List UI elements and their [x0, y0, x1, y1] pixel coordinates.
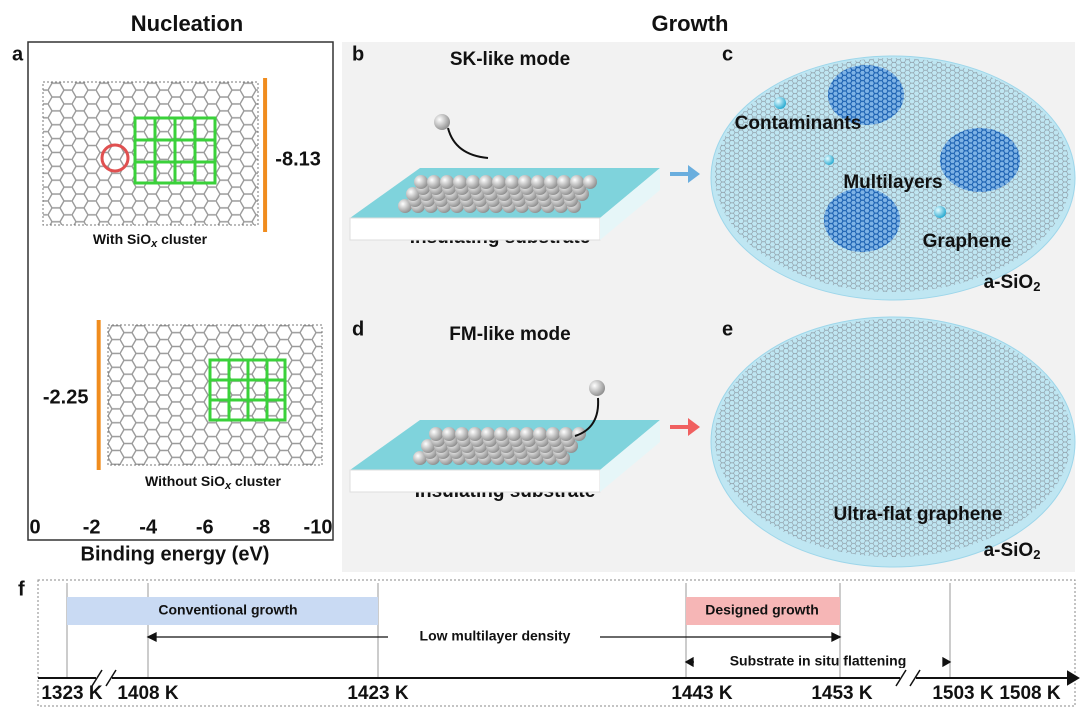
multilayer — [824, 188, 900, 252]
sio-cluster — [100, 143, 130, 173]
annotation: Contaminants — [735, 113, 862, 134]
multilayer — [828, 65, 904, 125]
atom — [559, 427, 573, 441]
atom — [494, 427, 508, 441]
panel-frame — [37, 579, 1076, 707]
atom — [492, 175, 506, 189]
header: Nucleation — [131, 11, 243, 36]
x-tick-label: -2 — [83, 516, 101, 538]
span-arrows — [146, 631, 952, 668]
atom — [570, 175, 584, 189]
atom — [481, 427, 495, 441]
atom — [455, 427, 469, 441]
atom — [505, 175, 519, 189]
range-label: Designed growth — [705, 602, 819, 618]
contaminant — [774, 97, 786, 109]
atom — [583, 175, 597, 189]
panel-label: f — [18, 578, 25, 600]
timeline-tick-label: 1423 K — [347, 683, 409, 704]
atom — [453, 175, 467, 189]
atom — [440, 175, 454, 189]
contaminant — [824, 155, 834, 165]
atom — [429, 427, 443, 441]
substrate — [600, 420, 660, 492]
arrow — [670, 418, 700, 436]
lattice — [42, 81, 259, 226]
span-label: Low multilayer density — [420, 628, 571, 644]
annotation: Multilayers — [843, 172, 942, 193]
header: Growth — [652, 11, 729, 36]
atom-path — [574, 397, 600, 437]
panel-label: c — [722, 43, 733, 65]
atom — [479, 175, 493, 189]
atom — [544, 175, 558, 189]
atom — [468, 427, 482, 441]
atom — [533, 427, 547, 441]
atom — [466, 175, 480, 189]
multilayer — [940, 128, 1020, 192]
timeline-tick-label: 1508 K — [999, 683, 1061, 704]
timeline-tick-label: 1323 K — [41, 683, 103, 704]
annotation: a-SiO2 — [984, 272, 1041, 294]
x-tick-label: -6 — [196, 516, 214, 538]
span-label: Substrate in situ flattening — [730, 653, 907, 669]
panel-label: d — [352, 318, 364, 340]
annotation: Graphene — [923, 231, 1012, 252]
axis-label: Binding energy (eV) — [81, 543, 270, 565]
precursor — [434, 114, 450, 130]
range-bar — [67, 597, 378, 625]
substrate — [600, 168, 660, 240]
cluster — [208, 358, 287, 422]
axis-break — [91, 668, 921, 688]
panel-title: FM-like mode — [449, 324, 570, 345]
atom — [442, 427, 456, 441]
atom — [518, 175, 532, 189]
timeline-tick-label: 1453 K — [811, 683, 873, 704]
atom — [531, 175, 545, 189]
substrate — [349, 469, 601, 493]
atom — [414, 175, 428, 189]
panel-label: a — [12, 43, 24, 65]
annotation: Ultra-flat graphene — [834, 504, 1003, 525]
arrow — [670, 165, 700, 183]
value-label: -8.13 — [275, 148, 321, 170]
timeline-tick-label: 1408 K — [117, 683, 179, 704]
caption: With SiOx cluster — [93, 231, 208, 250]
atom — [557, 175, 571, 189]
range-label: Conventional growth — [158, 602, 297, 618]
atom-path — [447, 127, 489, 159]
x-tick-label: -8 — [253, 516, 271, 538]
contaminant — [934, 206, 946, 218]
substrate — [349, 217, 601, 241]
x-tick-label: -10 — [304, 516, 333, 538]
timeline-axis — [38, 670, 1080, 686]
panel-title: SK-like mode — [450, 49, 570, 70]
panel-label: e — [722, 318, 733, 340]
x-tick-label: -4 — [139, 516, 158, 538]
atom — [520, 427, 534, 441]
graphene — [715, 319, 1071, 557]
graphene — [715, 58, 1071, 292]
lattice — [107, 324, 323, 466]
timeline-tick-label: 1443 K — [671, 683, 733, 704]
precursor — [589, 380, 605, 396]
atom — [546, 427, 560, 441]
x-tick-label: 0 — [29, 516, 40, 538]
caption: Without SiOx cluster — [145, 473, 281, 492]
atom — [507, 427, 521, 441]
cluster — [133, 116, 217, 185]
value-label: -2.25 — [43, 386, 89, 408]
range-bar — [686, 597, 840, 625]
atom — [427, 175, 441, 189]
timeline-tick-label: 1503 K — [932, 683, 994, 704]
panel-label: b — [352, 43, 364, 65]
annotation: a-SiO2 — [984, 540, 1041, 562]
